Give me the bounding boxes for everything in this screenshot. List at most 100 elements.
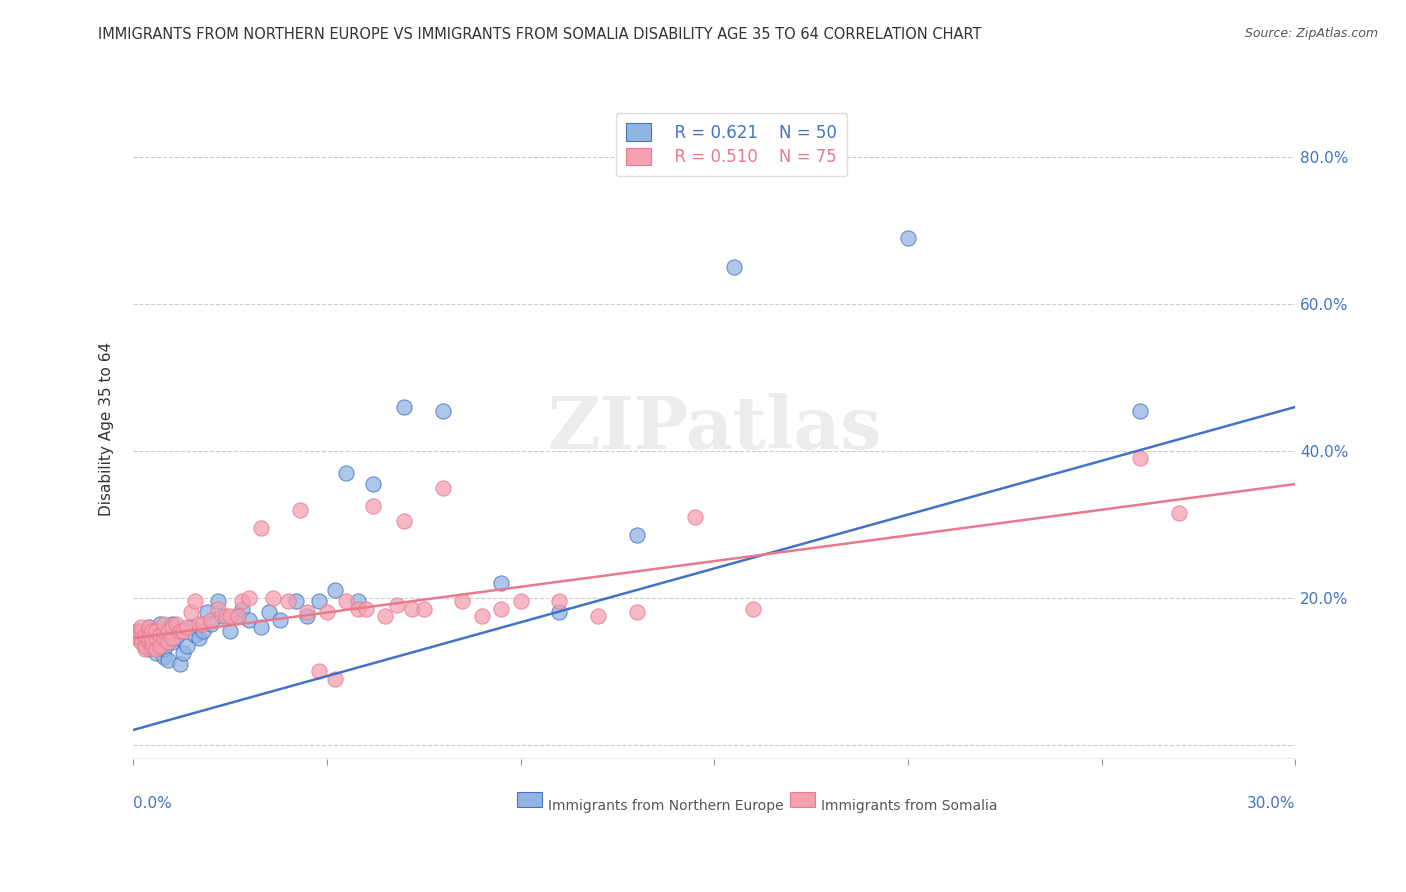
Point: [138, 624, 160, 638]
Point: [308, 594, 330, 608]
Point: [226, 609, 249, 624]
Point: [626, 528, 648, 542]
Point: [226, 609, 249, 624]
Point: [451, 594, 474, 608]
Point: [160, 620, 183, 634]
Point: [141, 624, 163, 638]
Point: [347, 594, 370, 608]
Y-axis label: Disability Age 35 to 64: Disability Age 35 to 64: [100, 342, 114, 516]
Point: [250, 521, 273, 535]
Point: [323, 583, 346, 598]
Point: [169, 657, 191, 671]
Point: [250, 620, 273, 634]
Point: [195, 606, 218, 620]
Point: [129, 620, 152, 634]
Point: [129, 631, 152, 645]
Point: [215, 609, 238, 624]
Point: [160, 616, 183, 631]
Point: [723, 260, 745, 275]
Point: [394, 514, 416, 528]
Point: [188, 616, 211, 631]
Point: [153, 624, 176, 638]
FancyBboxPatch shape: [790, 792, 815, 807]
Point: [347, 602, 370, 616]
Point: [897, 231, 920, 245]
Point: [156, 624, 179, 638]
Point: [401, 602, 423, 616]
Point: [149, 631, 172, 645]
Point: [141, 635, 163, 649]
Point: [308, 665, 330, 679]
Point: [548, 606, 571, 620]
Point: [153, 642, 176, 657]
Point: [145, 627, 167, 641]
Point: [129, 624, 152, 638]
Point: [153, 631, 176, 645]
Point: [471, 609, 494, 624]
Point: [200, 613, 222, 627]
Point: [153, 649, 176, 664]
Point: [207, 594, 229, 608]
Point: [145, 646, 167, 660]
Point: [238, 613, 260, 627]
Point: [219, 624, 242, 638]
Point: [315, 606, 337, 620]
Point: [125, 631, 148, 645]
Point: [149, 639, 172, 653]
Point: [323, 672, 346, 686]
Point: [125, 624, 148, 638]
Point: [257, 606, 280, 620]
Point: [207, 602, 229, 616]
Point: [184, 594, 207, 608]
Point: [363, 499, 385, 513]
FancyBboxPatch shape: [516, 792, 543, 807]
Point: [176, 620, 198, 634]
Point: [412, 602, 434, 616]
Point: [138, 620, 160, 634]
Point: [145, 631, 167, 645]
Point: [385, 598, 408, 612]
Point: [683, 510, 706, 524]
Point: [149, 627, 172, 641]
Point: [262, 591, 284, 605]
Point: [134, 627, 156, 641]
Point: [141, 624, 163, 638]
Point: [145, 624, 167, 638]
Point: [238, 591, 260, 605]
Text: Source: ZipAtlas.com: Source: ZipAtlas.com: [1244, 27, 1378, 40]
Point: [191, 624, 214, 638]
Text: ZIPatlas: ZIPatlas: [547, 393, 882, 465]
Point: [156, 635, 179, 649]
Point: [626, 606, 648, 620]
Point: [211, 609, 233, 624]
Point: [138, 642, 160, 657]
Point: [156, 653, 179, 667]
Point: [129, 631, 152, 645]
Text: Immigrants from Somalia: Immigrants from Somalia: [821, 799, 998, 813]
Point: [432, 403, 454, 417]
Point: [586, 609, 609, 624]
Point: [489, 576, 512, 591]
Point: [231, 594, 253, 608]
Text: 30.0%: 30.0%: [1247, 796, 1295, 811]
Point: [145, 642, 167, 657]
Point: [191, 616, 214, 631]
Point: [160, 635, 183, 649]
Point: [172, 624, 194, 638]
Point: [288, 502, 311, 516]
Point: [231, 602, 253, 616]
Point: [297, 606, 319, 620]
Point: [1168, 507, 1191, 521]
Point: [138, 635, 160, 649]
Point: [149, 616, 172, 631]
Point: [134, 642, 156, 657]
Point: [141, 639, 163, 653]
Point: [160, 631, 183, 645]
Point: [125, 624, 148, 638]
Point: [134, 631, 156, 645]
Point: [1129, 403, 1152, 417]
Point: [284, 594, 307, 608]
Point: [335, 466, 357, 480]
Point: [188, 631, 211, 645]
Point: [176, 639, 198, 653]
